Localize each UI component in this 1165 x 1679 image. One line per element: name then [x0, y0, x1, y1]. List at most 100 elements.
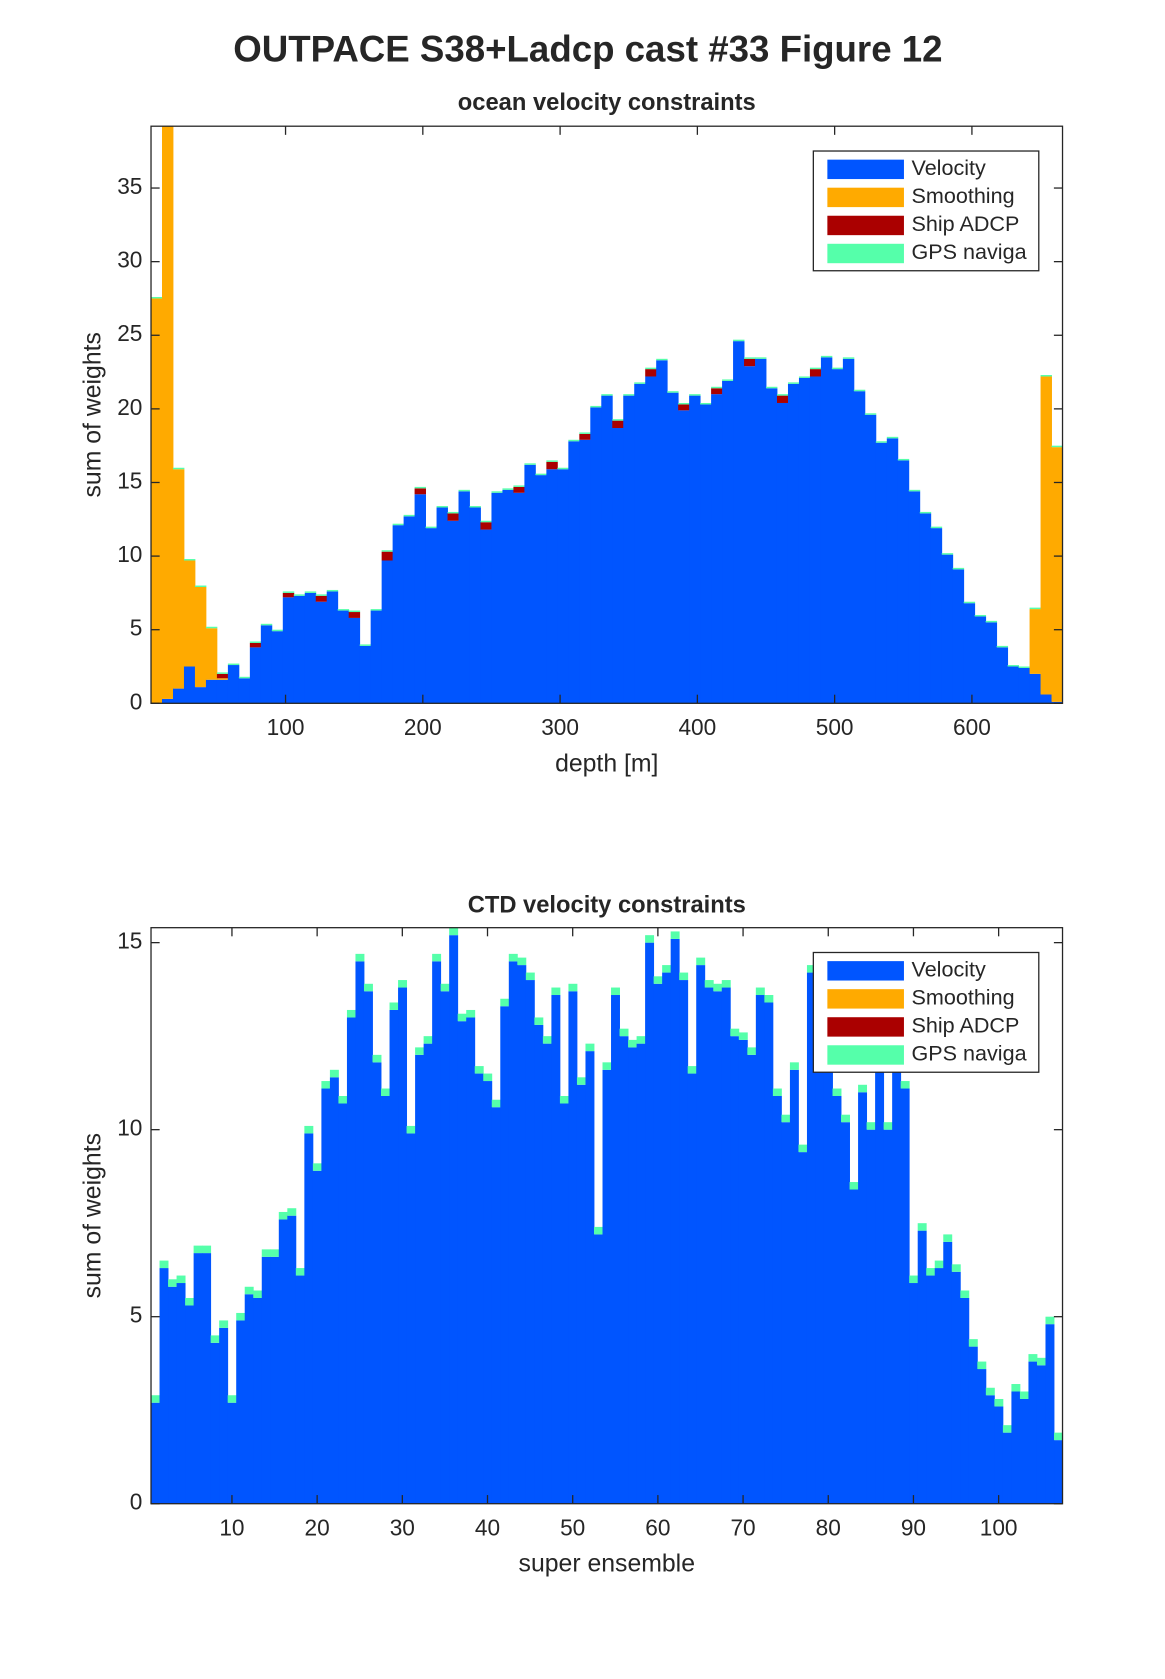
bar-segment	[260, 623, 273, 626]
bar-segment	[432, 961, 442, 1504]
x-tick-label: 400	[678, 714, 716, 740]
bar-segment	[1036, 1357, 1046, 1366]
bar-segment	[678, 410, 690, 704]
bar-segment	[458, 491, 470, 704]
legend-label: Ship ADCP	[912, 211, 1020, 236]
axes-box	[150, 125, 1064, 704]
bar-segment	[764, 995, 774, 1003]
bar-segment	[326, 591, 339, 704]
bar-segment	[670, 938, 680, 1504]
bar-segment	[315, 595, 328, 602]
bar-segment	[700, 402, 712, 405]
bar-segment	[271, 631, 284, 704]
bar-segment	[815, 1069, 825, 1504]
bar-segment	[930, 526, 943, 529]
bar-segment	[917, 1223, 927, 1231]
bar-segment	[755, 357, 767, 359]
bar-segment	[457, 1013, 467, 1022]
bar-segment	[1018, 667, 1031, 704]
bar-segment	[806, 972, 816, 1504]
bar-segment	[831, 367, 844, 370]
x-axis-label: super ensemble	[519, 1551, 695, 1578]
bar-segment	[662, 965, 672, 973]
bar-segment	[656, 360, 668, 704]
bar-segment	[524, 463, 536, 465]
bar-segment	[776, 395, 789, 403]
bar-segment	[568, 441, 580, 704]
bar-segment	[414, 486, 426, 489]
bar-segment	[713, 991, 723, 1504]
bar-segment	[414, 488, 426, 495]
bar-segment	[781, 1122, 791, 1504]
bar-segment	[798, 1144, 808, 1153]
legend-swatch	[827, 187, 904, 208]
x-tick-label: 300	[541, 714, 579, 740]
bar-segment	[312, 1170, 322, 1504]
y-tick-label: 35	[117, 173, 142, 199]
bar-segment	[205, 628, 218, 680]
bar-segment	[798, 376, 811, 378]
bar-segment	[897, 460, 910, 704]
bar-segment	[1040, 375, 1052, 377]
bar-segment	[831, 369, 844, 704]
bar-segment	[542, 1036, 552, 1044]
bar-segment	[524, 464, 536, 704]
x-axis-label: depth [m]	[555, 750, 658, 777]
bar-segment	[287, 1208, 297, 1216]
bar-segment	[1019, 1398, 1029, 1504]
legend-label: Smoothing	[912, 985, 1015, 1010]
bar-segment	[469, 506, 481, 508]
bar-segment	[238, 678, 251, 704]
bar-segment	[645, 369, 657, 377]
bar-segment	[185, 1305, 195, 1504]
bar-segment	[764, 1002, 774, 1504]
bar-segment	[996, 647, 1009, 704]
bar-segment	[900, 1081, 910, 1089]
y-tick-label: 0	[130, 1489, 143, 1515]
bar-segment	[858, 1084, 868, 1093]
bar-segment	[722, 380, 734, 704]
bar-segment	[535, 475, 547, 704]
bar-segment	[711, 386, 723, 389]
bar-segment	[738, 1039, 748, 1504]
bar-segment	[500, 1006, 510, 1504]
y-tick-label: 5	[130, 1302, 143, 1328]
bar-segment	[381, 551, 394, 561]
bar-segment	[227, 1402, 237, 1504]
bar-segment	[295, 1275, 305, 1504]
bar-segment	[744, 366, 756, 704]
bar-segment	[183, 666, 196, 704]
bar-segment	[168, 1286, 178, 1504]
bar-segment	[253, 1290, 263, 1298]
bar-segment	[381, 560, 394, 704]
bar-segment	[579, 432, 591, 434]
bar-segment	[1045, 1324, 1055, 1504]
bar-segment	[611, 987, 620, 996]
bar-segment	[696, 957, 706, 966]
bar-segment	[679, 980, 689, 1504]
legend-label: Ship ADCP	[912, 1013, 1020, 1038]
bar-segment	[176, 1275, 186, 1284]
bar-segment	[892, 1069, 902, 1504]
bar-segment	[875, 441, 888, 443]
bar-segment	[619, 1036, 629, 1504]
bar-segment	[525, 980, 535, 1504]
y-axis-label: sum of weights	[79, 1133, 106, 1298]
bar-segment	[151, 298, 163, 704]
bar-segment	[172, 469, 185, 689]
bar-segment	[172, 467, 185, 470]
bar-segment	[611, 995, 620, 1504]
bar-segment	[315, 594, 328, 596]
bar-segment	[864, 413, 877, 415]
bar-segment	[789, 1062, 799, 1070]
bar-segment	[601, 395, 613, 704]
bar-segment	[1028, 1354, 1038, 1362]
bar-segment	[1054, 1440, 1063, 1504]
bar-segment	[730, 1028, 740, 1037]
bar-segment	[897, 458, 910, 461]
bar-segment	[474, 1073, 484, 1504]
bar-segment	[346, 1017, 356, 1504]
bar-segment	[372, 1062, 382, 1504]
bar-segment	[287, 1215, 297, 1504]
bar-segment	[363, 991, 373, 1504]
